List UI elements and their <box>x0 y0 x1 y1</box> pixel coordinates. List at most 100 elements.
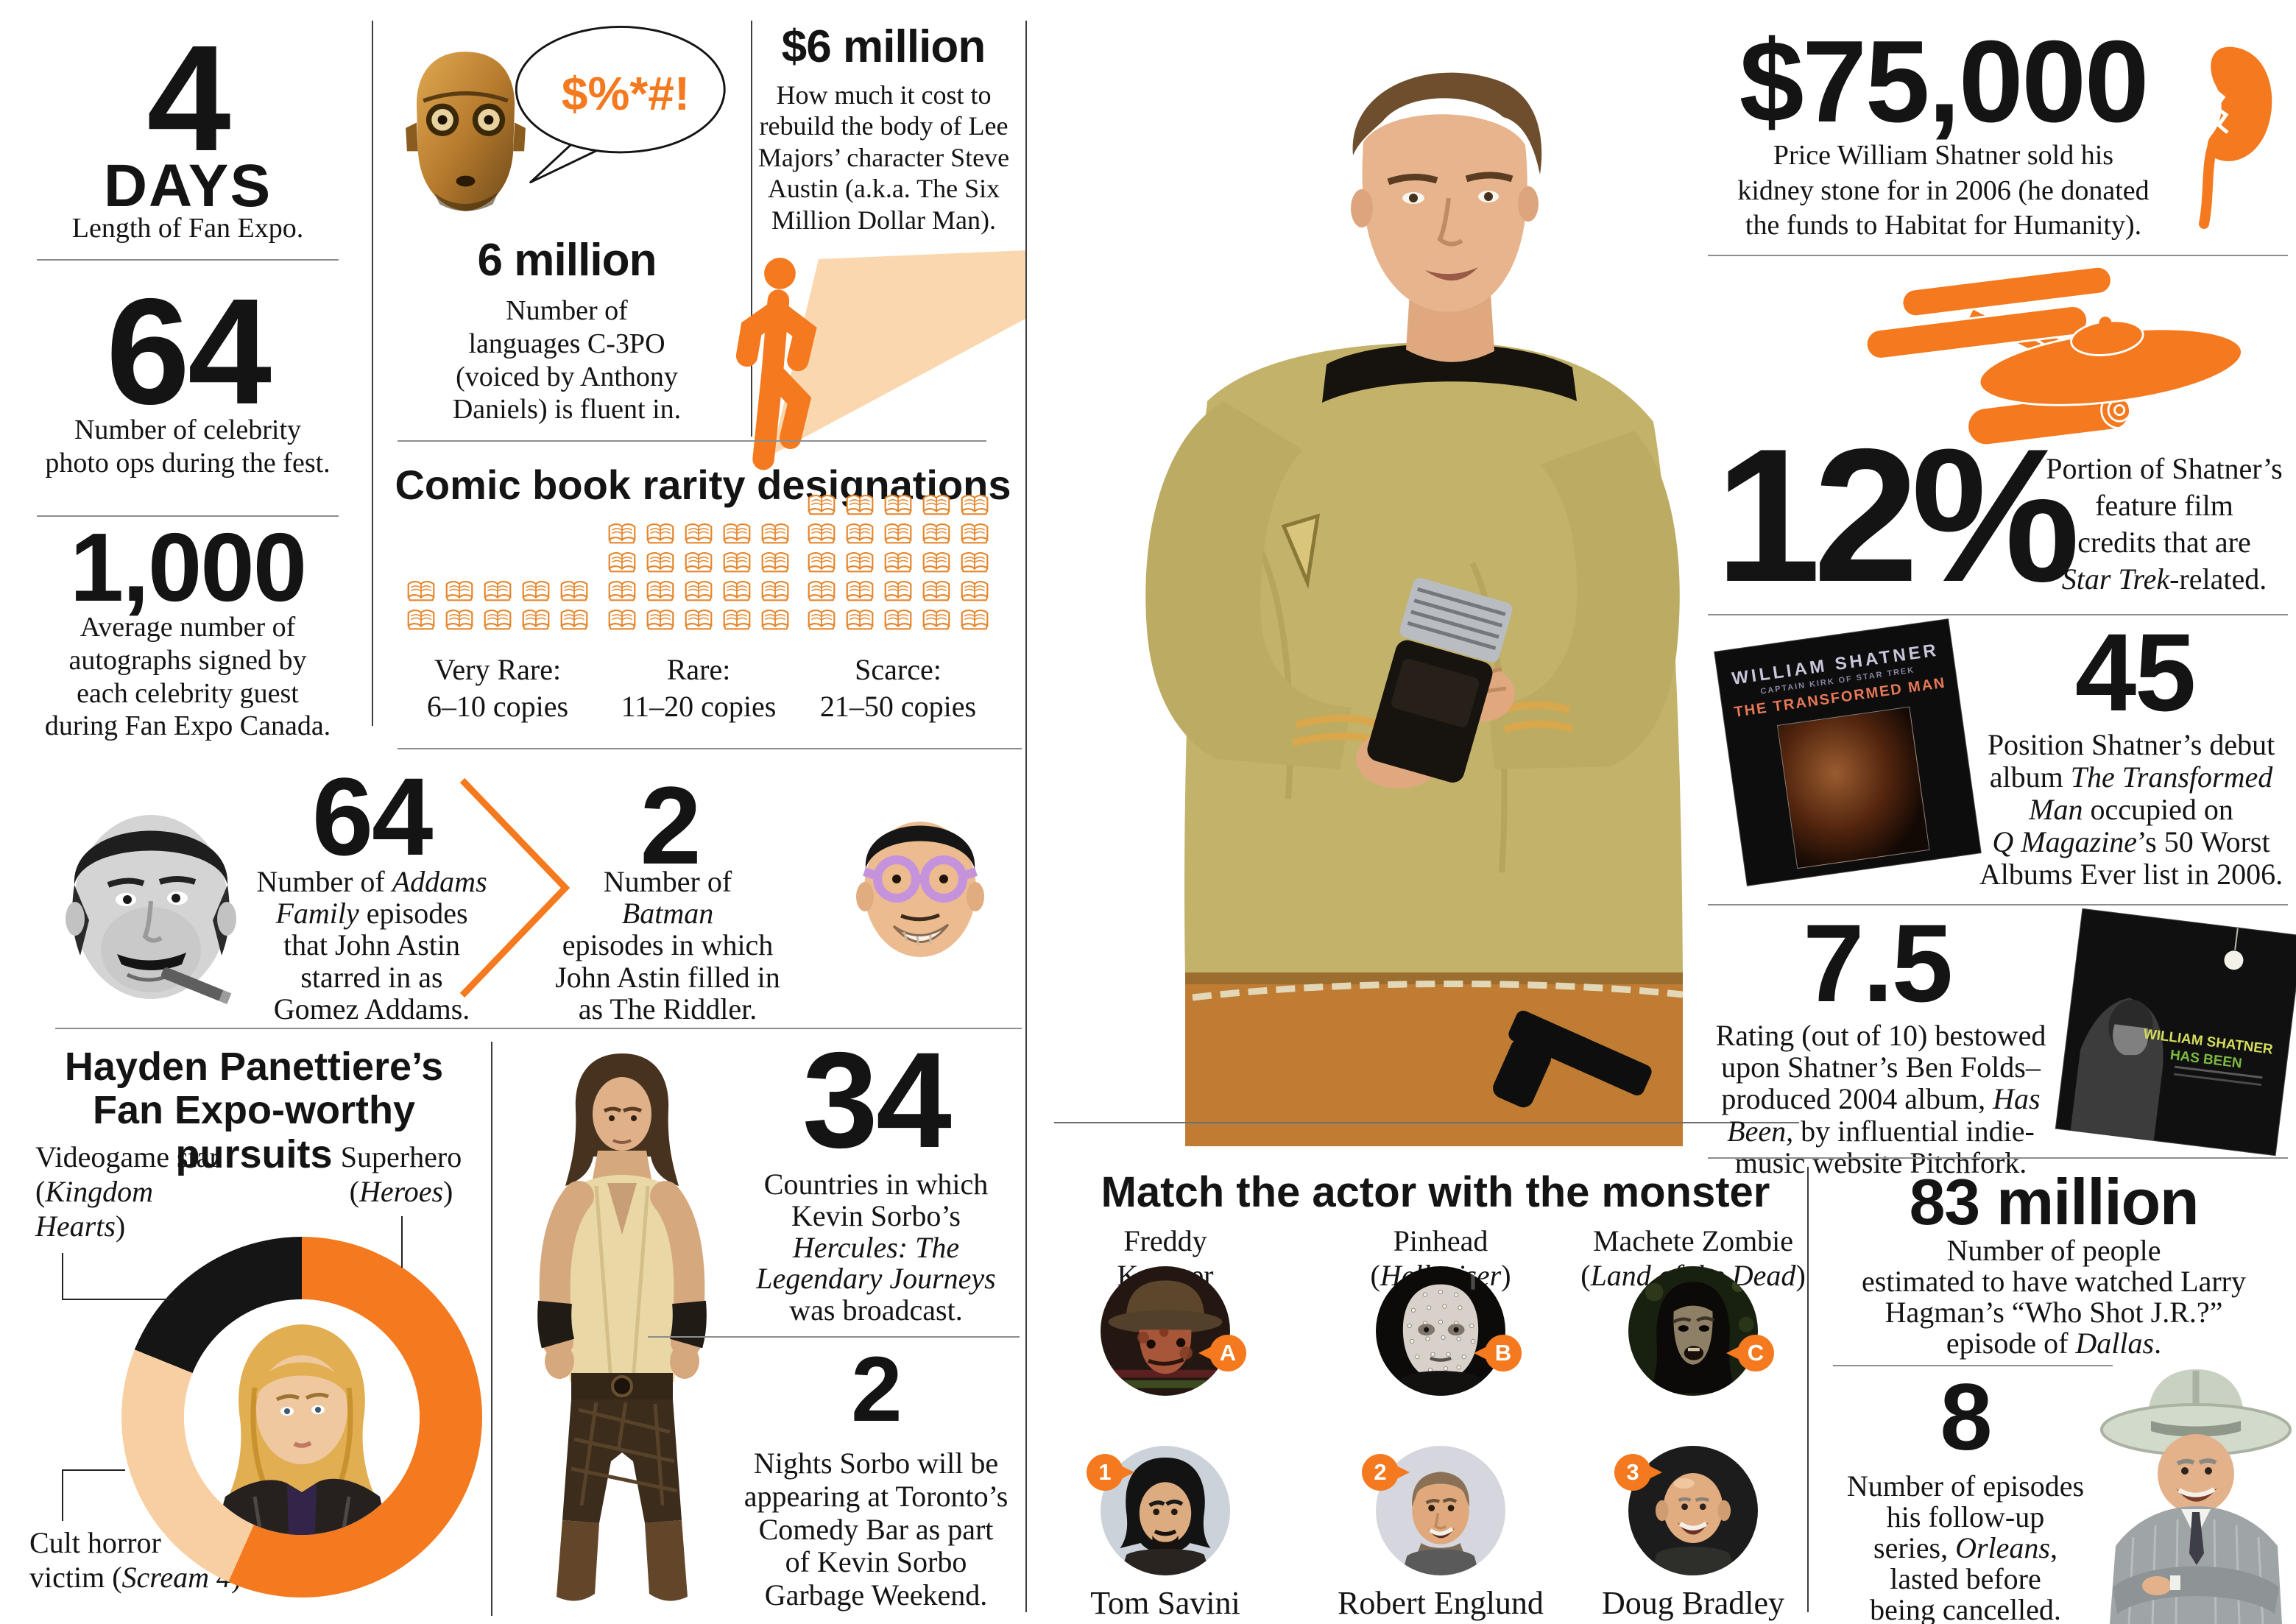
hayden-title: Hayden Panettiere’s Fan Expo-worthy pursu… <box>64 1045 444 1176</box>
stat-days-value: 4 <box>146 14 231 183</box>
william-shatner-kirk-photo <box>1031 18 1686 1146</box>
open-book-icon <box>761 552 789 573</box>
leader-line <box>62 1469 125 1521</box>
divider <box>372 21 373 726</box>
open-book-icon <box>685 610 713 630</box>
divider <box>37 259 339 261</box>
donut-label-superhero: Superhero (Heroes) <box>340 1140 462 1209</box>
open-book-icon <box>484 610 512 630</box>
stat-riddler-caption: Number of Batman episodes in which John Ast… <box>555 865 780 1025</box>
divider <box>1708 255 2288 256</box>
open-book-icon <box>761 523 789 544</box>
divider <box>1708 1157 2288 1159</box>
badge-2: 2 <box>1362 1454 1410 1491</box>
open-book-icon <box>922 552 950 573</box>
stat-riddler-value: 2 <box>640 763 701 887</box>
stat-comedy-caption: Nights Sorbo will be appearing at Toronto… <box>743 1447 1009 1612</box>
open-book-icon <box>846 523 874 544</box>
pinhead-photo <box>1376 1266 1505 1396</box>
stat-six-million-value: $6 million <box>781 21 986 72</box>
kevin-sorbo-photo <box>537 1053 707 1601</box>
divider <box>1025 21 1027 1612</box>
stat-hercules-caption: Countries in which Kevin Sorbo’s Hercules:… <box>756 1168 996 1327</box>
open-book-icon <box>922 495 950 515</box>
stat-addams-value: 64 <box>311 755 434 878</box>
pictogram-scarce <box>807 494 992 632</box>
stat-orleans-caption: Number of episodes his follow-up series, O… <box>1846 1469 2085 1624</box>
open-book-icon <box>808 610 836 630</box>
riddler-mask-photo <box>856 822 984 957</box>
open-book-icon <box>922 581 950 601</box>
open-book-icon <box>808 495 836 515</box>
open-book-icon <box>407 581 435 601</box>
c3po-curse-text: $%*#! <box>561 67 690 120</box>
open-book-icon <box>646 610 674 630</box>
hayden-donut-chart <box>121 1237 482 1597</box>
open-book-icon <box>608 581 636 601</box>
doug-bradley-photo <box>1628 1446 1758 1575</box>
open-book-icon <box>846 495 874 515</box>
stat-orleans-value: 8 <box>1940 1365 1992 1470</box>
leader-line <box>62 1253 174 1300</box>
open-book-icon <box>560 581 588 601</box>
open-book-icon <box>445 581 473 601</box>
open-book-icon <box>646 523 674 544</box>
stat-dallas-value: 83 million <box>1909 1165 2200 1238</box>
stat-autographs-value: 1,000 <box>69 513 307 621</box>
hayden-photo <box>184 1299 420 1535</box>
divider <box>55 1028 1022 1029</box>
divider <box>1708 904 2288 905</box>
actor-name-englund: Robert Englund <box>1338 1585 1544 1621</box>
range-scarce: 21–50 copies <box>819 690 977 723</box>
stat-startrek-value: 12% <box>1715 409 2080 621</box>
open-book-icon <box>723 610 751 630</box>
divider <box>1807 1167 1809 1612</box>
open-book-icon <box>723 581 751 601</box>
chevron-right-icon <box>459 777 571 998</box>
open-book-icon <box>685 581 713 601</box>
open-book-icon <box>723 523 751 544</box>
enterprise-icon <box>1865 267 2243 447</box>
open-book-icon <box>808 523 836 544</box>
stat-kidney-caption: Price William Shatner sold his kidney sto… <box>1737 140 2150 241</box>
stat-worst-album-caption: Position Shatner’s debut album The Transf… <box>1979 728 2283 891</box>
stat-comedy-value: 2 <box>851 1338 902 1441</box>
divider <box>37 515 339 517</box>
open-book-icon <box>723 552 751 573</box>
open-book-icon <box>608 610 636 630</box>
open-book-icon <box>961 581 989 601</box>
label-rare: Rare: <box>666 653 731 686</box>
open-book-icon <box>846 610 874 630</box>
divider <box>1833 1365 2113 1366</box>
label-very-rare: Very Rare: <box>434 653 562 686</box>
open-book-icon <box>961 523 989 544</box>
stat-pitchfork-caption: Rating (out of 10) bestowed upon Shatner’… <box>1715 1019 2046 1179</box>
light-beam-wedge <box>771 250 1027 455</box>
badge-c: C <box>1726 1335 1774 1371</box>
actor-name-savini: Tom Savini <box>1090 1585 1240 1621</box>
open-book-icon <box>884 523 912 544</box>
badge-3: 3 <box>1614 1454 1662 1491</box>
donut-label-videogame: Videogame star (Kingdom Hearts) <box>35 1140 219 1243</box>
open-book-icon <box>761 610 789 630</box>
open-book-icon <box>445 610 473 630</box>
larry-hagman-photo <box>2100 1369 2292 1624</box>
divider <box>648 1336 1020 1338</box>
robert-englund-photo <box>1376 1446 1505 1575</box>
stat-hercules-value: 34 <box>802 1025 952 1176</box>
leader-line <box>401 1216 403 1268</box>
open-book-icon <box>608 552 636 573</box>
open-book-icon <box>560 610 588 630</box>
divider <box>491 1042 492 1616</box>
badge-a: A <box>1198 1335 1246 1371</box>
transformed-man-album-cover: WILLIAM SHATNER CAPTAIN KIRK OF STAR TRE… <box>1714 619 1981 886</box>
range-very-rare: 6–10 copies <box>426 690 569 723</box>
stat-autographs-caption: Average number of autographs signed by eac… <box>44 612 331 742</box>
open-book-icon <box>846 552 874 573</box>
monster-name-machete: Machete Zombie(Land of the Dead) <box>1580 1224 1806 1293</box>
open-book-icon <box>761 581 789 601</box>
divider <box>398 748 1022 749</box>
open-book-icon <box>884 552 912 573</box>
